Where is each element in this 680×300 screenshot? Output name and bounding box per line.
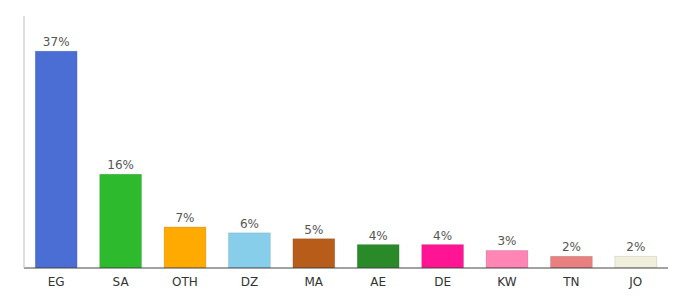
data-label: 3% [497, 234, 516, 248]
x-axis [24, 268, 668, 269]
bar [293, 239, 335, 268]
data-label: 37% [43, 35, 70, 49]
data-label: 2% [562, 240, 581, 254]
bar [100, 174, 142, 268]
y-axis [24, 16, 25, 268]
data-label: 7% [175, 211, 194, 225]
bar [550, 256, 592, 268]
chart: 37% 16% 7% 6% 5% 4% 4% 3% 2% 2% EG SA OTH DZ MA AE DE KW T… [0, 0, 680, 300]
bar [228, 233, 270, 268]
chart-container: 37% 16% 7% 6% 5% 4% 4% 3% 2% 2% EG SA OTH DZ MA AE DE KW T… [0, 0, 680, 300]
bar [615, 256, 657, 268]
x-tick-label: TN [562, 275, 579, 289]
x-tick-label: DZ [241, 275, 258, 289]
bar [35, 51, 77, 268]
x-tick-label: DE [434, 275, 451, 289]
data-label: 4% [433, 229, 452, 243]
data-label: 6% [240, 217, 259, 231]
data-label: 4% [369, 229, 388, 243]
data-label: 2% [626, 240, 645, 254]
bar [164, 227, 206, 268]
bar [422, 245, 464, 268]
x-tick-label: MA [305, 275, 324, 289]
x-tick-label: JO [628, 275, 642, 289]
x-tick-label: OTH [172, 275, 198, 289]
bar [486, 250, 528, 268]
data-label: 5% [304, 223, 323, 237]
x-tick-label: SA [113, 275, 130, 289]
bars [35, 51, 656, 268]
x-tick-label: EG [48, 275, 65, 289]
x-tick-label: KW [497, 275, 516, 289]
x-tick-label: AE [370, 275, 386, 289]
data-label: 16% [107, 158, 134, 172]
bar [357, 245, 399, 268]
